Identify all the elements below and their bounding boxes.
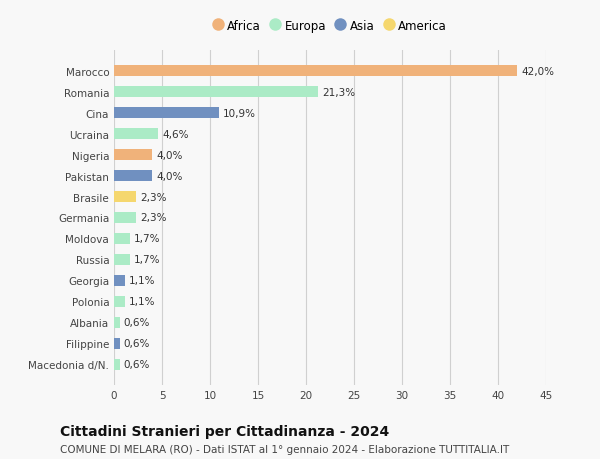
Bar: [114, 129, 158, 140]
Text: 42,0%: 42,0%: [521, 67, 554, 77]
Text: 1,7%: 1,7%: [134, 234, 161, 244]
Bar: [114, 296, 125, 308]
Text: 4,6%: 4,6%: [162, 129, 188, 139]
Text: 1,7%: 1,7%: [134, 255, 161, 265]
Bar: [114, 254, 130, 266]
Bar: [114, 233, 130, 245]
Bar: [114, 359, 120, 370]
Bar: [114, 66, 517, 77]
Text: 1,1%: 1,1%: [128, 297, 155, 307]
Text: 2,3%: 2,3%: [140, 192, 166, 202]
Text: 4,0%: 4,0%: [156, 150, 182, 160]
Bar: [114, 317, 120, 329]
Text: 4,0%: 4,0%: [156, 171, 182, 181]
Text: 2,3%: 2,3%: [140, 213, 166, 223]
Bar: [114, 275, 125, 286]
Bar: [114, 107, 218, 119]
Text: 0,6%: 0,6%: [124, 318, 150, 328]
Text: 10,9%: 10,9%: [223, 108, 256, 118]
Text: Cittadini Stranieri per Cittadinanza - 2024: Cittadini Stranieri per Cittadinanza - 2…: [60, 425, 389, 438]
Bar: [114, 338, 120, 349]
Legend: Africa, Europa, Asia, America: Africa, Europa, Asia, America: [209, 16, 451, 36]
Bar: [114, 87, 319, 98]
Bar: [114, 212, 136, 224]
Text: 1,1%: 1,1%: [128, 276, 155, 286]
Text: 0,6%: 0,6%: [124, 359, 150, 369]
Bar: [114, 170, 152, 182]
Text: COMUNE DI MELARA (RO) - Dati ISTAT al 1° gennaio 2024 - Elaborazione TUTTITALIA.: COMUNE DI MELARA (RO) - Dati ISTAT al 1°…: [60, 444, 509, 454]
Bar: [114, 191, 136, 203]
Text: 21,3%: 21,3%: [322, 87, 355, 97]
Bar: [114, 150, 152, 161]
Text: 0,6%: 0,6%: [124, 339, 150, 349]
